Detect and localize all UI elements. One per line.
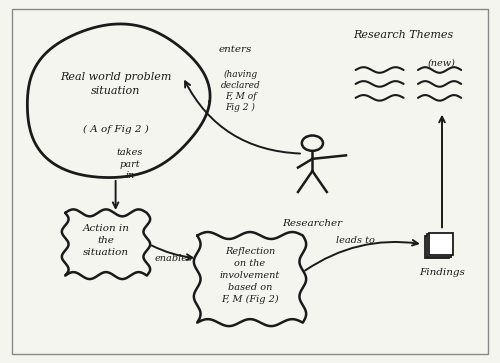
Text: Action in
the
situation: Action in the situation <box>82 224 130 257</box>
Text: takes
part
in: takes part in <box>117 148 143 180</box>
Text: Findings: Findings <box>419 268 465 277</box>
Text: (having
declared
F, M of
Fig 2 ): (having declared F, M of Fig 2 ) <box>220 70 260 112</box>
Text: (new): (new) <box>428 58 456 68</box>
Text: enables: enables <box>154 254 192 263</box>
Text: enters: enters <box>219 45 252 54</box>
Text: Research Themes: Research Themes <box>354 30 454 40</box>
Text: Reflection
on the
involvement
based on
F, M (Fig 2): Reflection on the involvement based on F… <box>220 248 280 304</box>
Text: leads to: leads to <box>336 236 375 245</box>
Text: Researcher: Researcher <box>282 219 343 228</box>
Bar <box>429 233 453 256</box>
Text: ( A of Fig 2 ): ( A of Fig 2 ) <box>82 125 148 134</box>
Bar <box>425 236 449 258</box>
Bar <box>427 234 451 257</box>
Text: Real world problem
situation: Real world problem situation <box>60 72 172 95</box>
